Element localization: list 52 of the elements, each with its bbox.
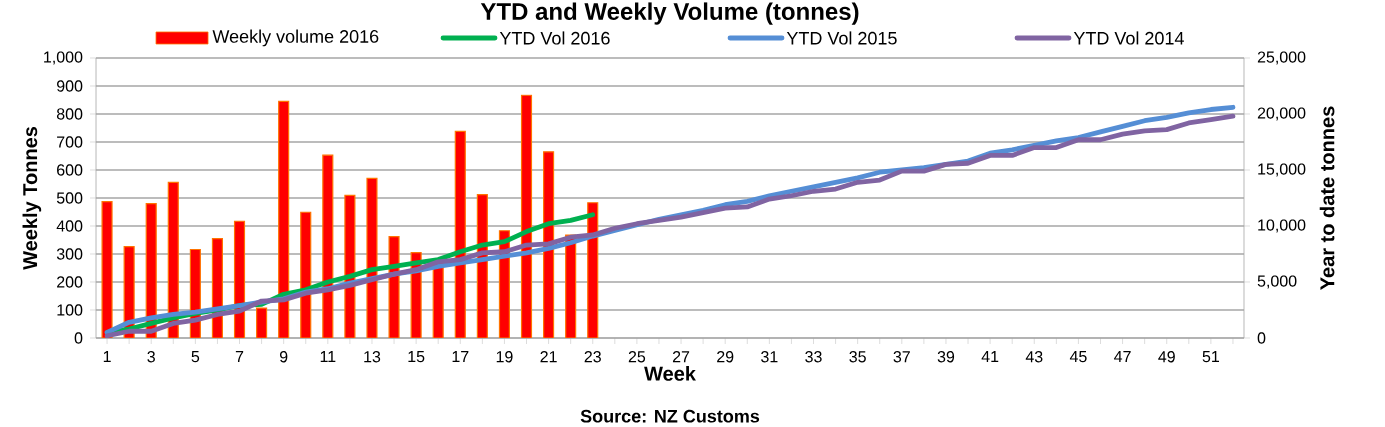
x-tick-label: 35 [849, 351, 866, 363]
x-tick-label: 43 [1025, 351, 1043, 363]
y-tick-label: 0 [74, 332, 83, 344]
x-tick-label: 29 [717, 351, 734, 363]
x-tick-label: 15 [408, 351, 425, 363]
x-tick-label: 41 [981, 351, 999, 363]
y-tick-label: 200 [57, 276, 83, 288]
x-axis-title: Week [644, 366, 696, 381]
y2-axis-title: Year to date tonnes [1319, 106, 1335, 290]
x-tick-label: 3 [147, 351, 155, 363]
x-tick-label: 51 [1202, 351, 1219, 363]
y-tick-label: 500 [56, 192, 83, 204]
y2-tick-label: 20,000 [1257, 107, 1306, 121]
source-note: Source: NZ Customs [580, 409, 760, 423]
x-tick-label: 27 [672, 351, 690, 363]
y-tick-label: 900 [57, 80, 83, 92]
y2-tick-label: 5,000 [1257, 275, 1297, 289]
x-tick-label: 21 [540, 351, 557, 363]
x-tick-label: 47 [1114, 351, 1131, 363]
x-tick-label: 49 [1158, 351, 1175, 363]
legend-label: Weekly volume 2016 [212, 29, 379, 47]
y2-tick-label: 15,000 [1258, 163, 1306, 177]
y2-tick-label: 10,000 [1258, 219, 1306, 233]
legend-label: YTD Vol 2015 [786, 31, 897, 45]
x-tick-label: 25 [628, 351, 646, 363]
x-tick-label: 19 [496, 351, 513, 363]
x-tick-label: 31 [761, 351, 778, 363]
y-tick-label: 800 [56, 108, 83, 120]
x-tick-label: 13 [364, 351, 381, 363]
y-tick-label: 300 [56, 248, 83, 260]
x-tick-label: 9 [279, 351, 288, 363]
x-tick-label: 45 [1069, 351, 1087, 363]
y-tick-label: 1,000 [44, 51, 83, 65]
y-tick-label: 700 [57, 136, 83, 148]
chart-title: YTD and Weekly Volume (tonnes) [480, 2, 859, 25]
y2-tick-label: 25,000 [1257, 51, 1306, 65]
x-tick-label: 1 [103, 351, 111, 363]
legend-label: YTD Vol 2014 [1073, 31, 1184, 45]
x-tick-label: 37 [893, 351, 910, 363]
y-axis-title: Weekly Tonnes [22, 126, 42, 270]
x-tick-label: 39 [937, 351, 955, 363]
x-tick-label: 5 [191, 351, 200, 363]
y2-tick-label: 0 [1257, 332, 1266, 344]
x-tick-label: 17 [452, 351, 469, 363]
y-tick-label: 100 [57, 304, 83, 316]
x-tick-label: 7 [235, 351, 244, 363]
x-tick-label: 11 [320, 351, 336, 363]
y-tick-label: 400 [56, 220, 83, 232]
x-tick-label: 23 [584, 351, 601, 363]
y-tick-label: 600 [57, 164, 83, 176]
legend-label: YTD Vol 2016 [499, 31, 610, 45]
x-tick-label: 33 [805, 351, 822, 363]
